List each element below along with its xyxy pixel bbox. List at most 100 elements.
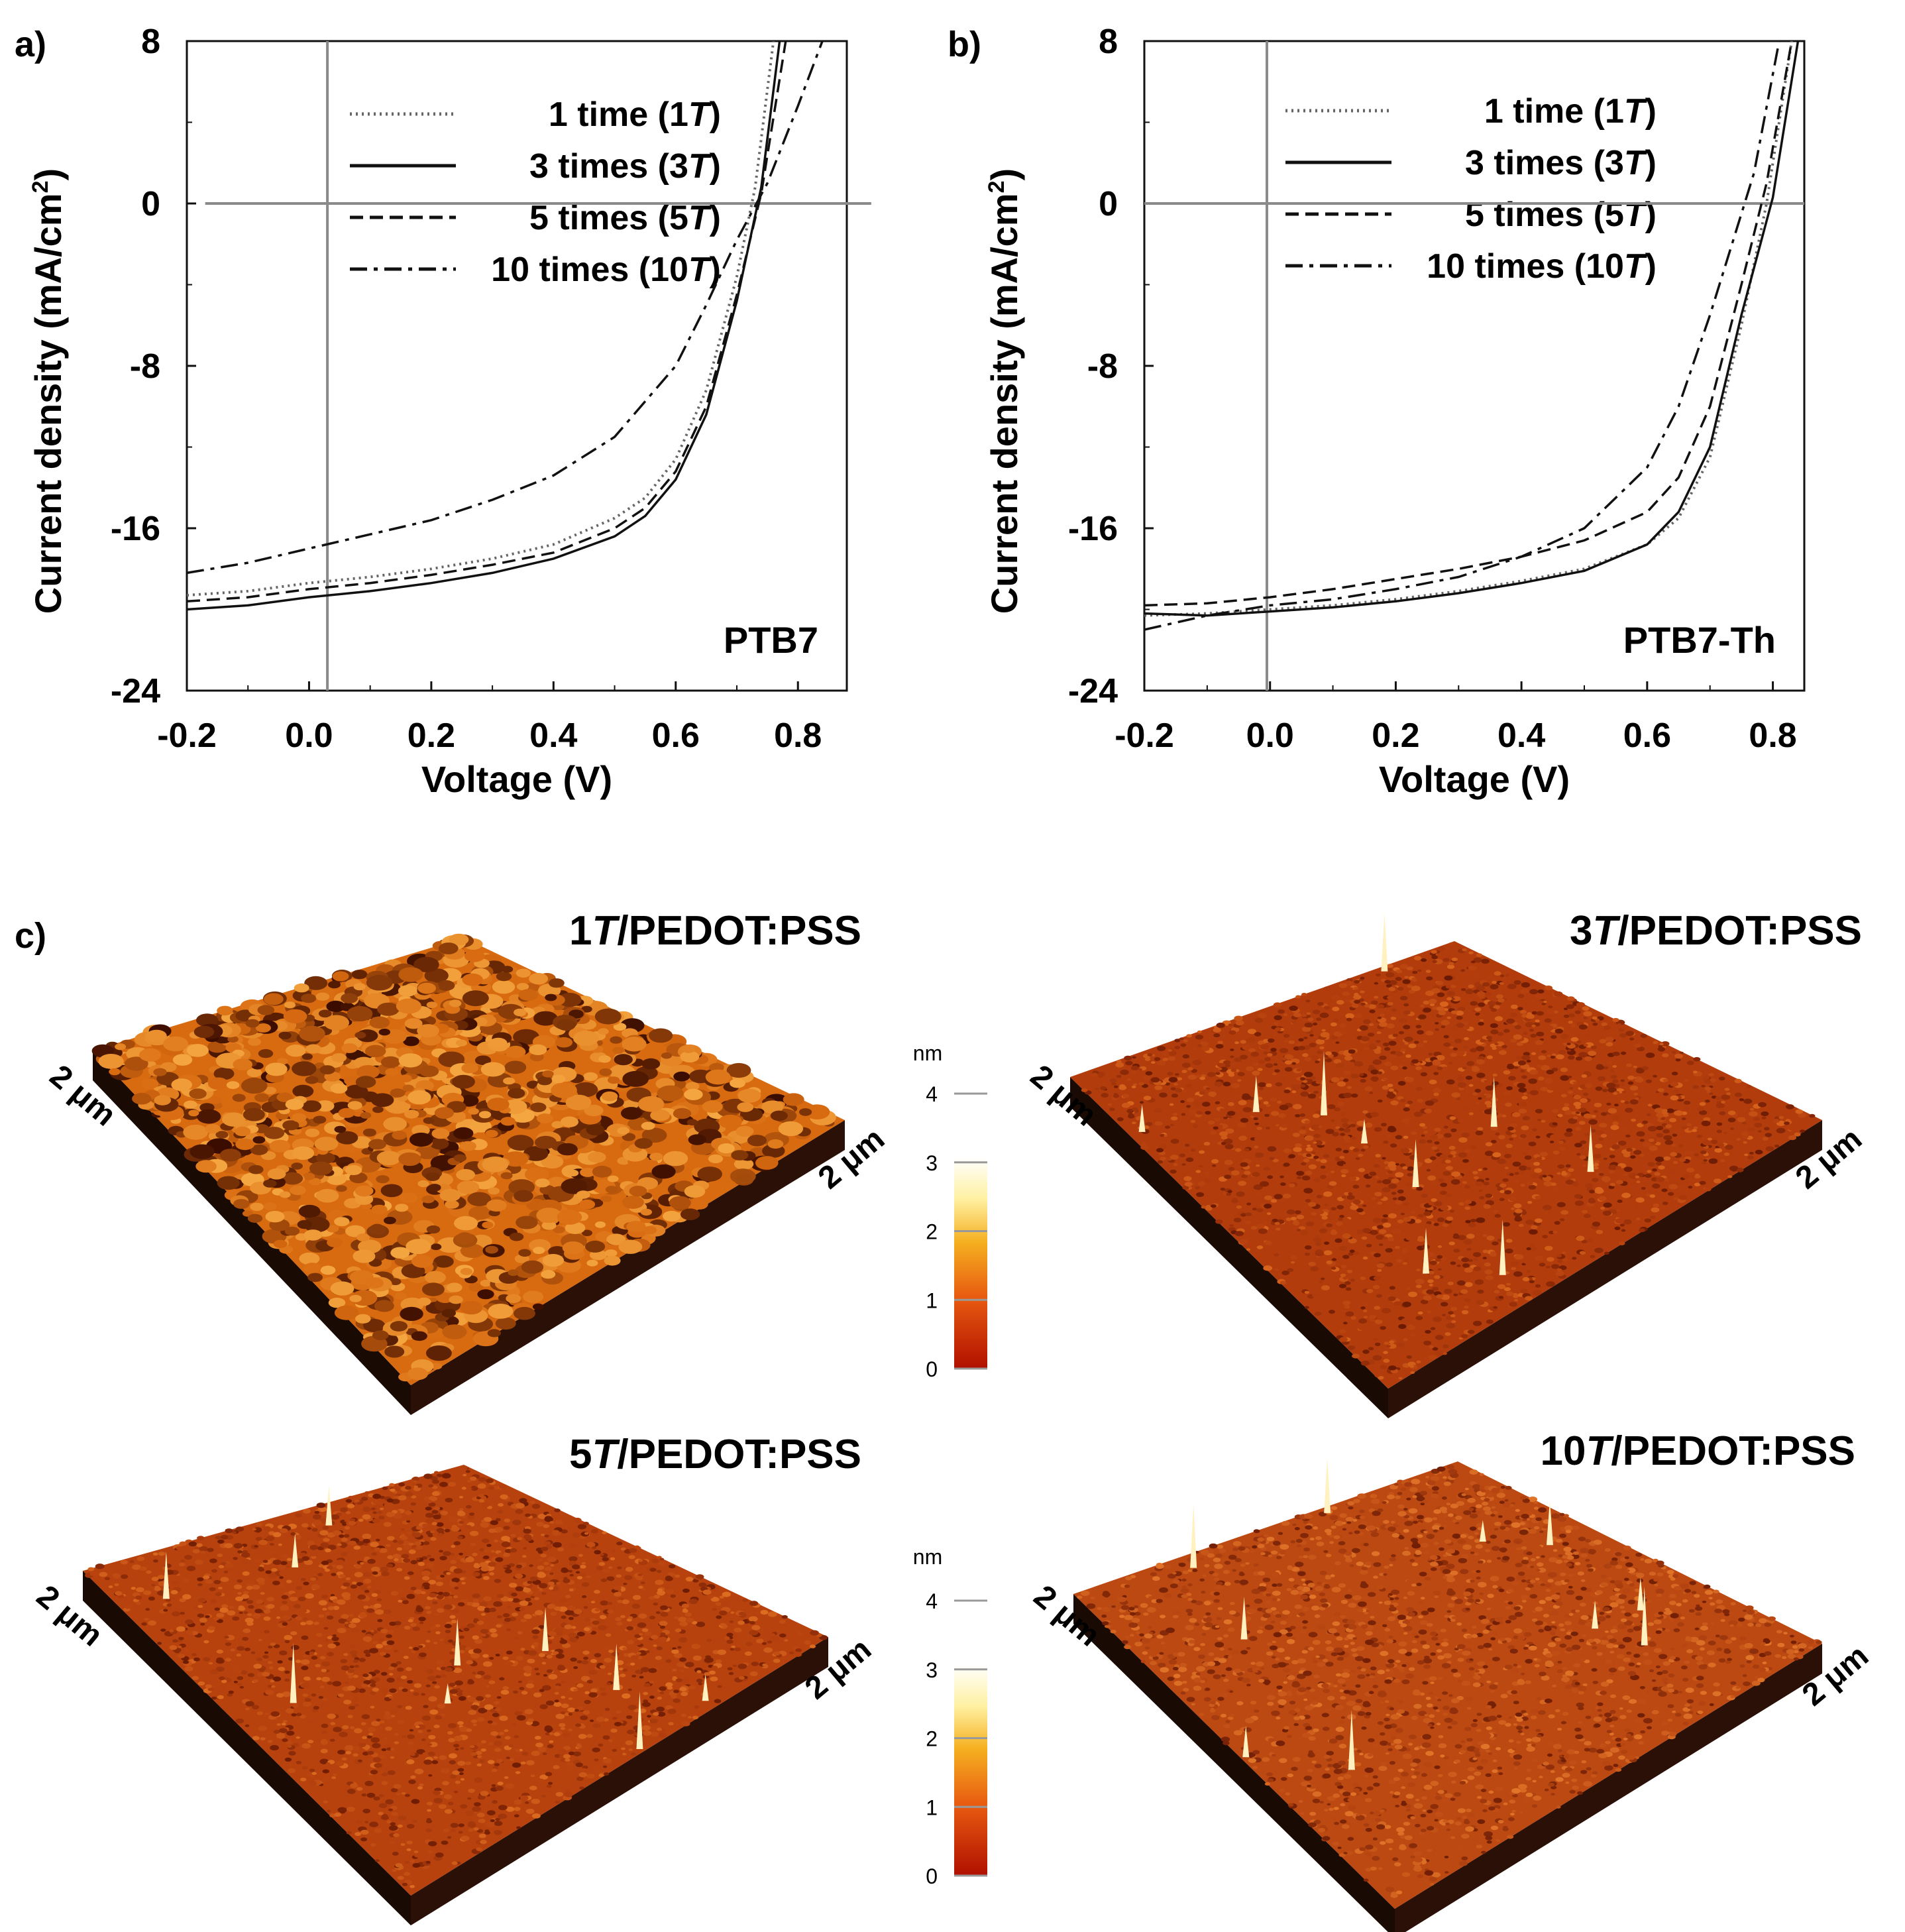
y-tick-labels: -24 -16 -8 0 8 (1068, 23, 1154, 710)
afm-image-10t: 10T/PEDOT:PSS 2 μm 2 μm (1027, 1428, 1875, 1932)
afm-side-wall (83, 1571, 411, 1925)
x-tick-label: 0.2 (1372, 716, 1419, 755)
afm-surface-1t (91, 933, 845, 1415)
afm-spike (454, 1618, 461, 1666)
panel-label-c: c) (15, 916, 46, 956)
afm-spike (325, 1485, 333, 1526)
x-tick-label: 0.0 (285, 716, 333, 755)
afm-texture (91, 933, 836, 1382)
series-line-1 (1144, 40, 1793, 617)
afm-spike (162, 1552, 170, 1599)
legend-label: 1 time (1T) (549, 95, 721, 134)
afm-side-wall (411, 1637, 828, 1925)
plot-frame (186, 40, 848, 692)
afm-image-5t: 5T/PEDOT:PSS 2 μm 2 μm (30, 1432, 878, 1925)
afm-spike (613, 1644, 620, 1690)
height-colorbar-top: nm 0 1 2 3 4 (913, 1041, 987, 1381)
series-line-2 (1144, 40, 1800, 617)
x-tick-label: 0.6 (1623, 716, 1671, 755)
colorbar-tick-label: 0 (926, 1864, 938, 1888)
legend-label: 10 times (10T) (1427, 247, 1657, 286)
colorbar-tick-label: 1 (926, 1288, 938, 1312)
afm-texture (1077, 1457, 1822, 1898)
legend-label: 5 times (5T) (1465, 196, 1657, 234)
y-tick-label: -16 (111, 510, 160, 548)
jv-chart-ptb7-th: b) -24 -16 -8 0 8 -0.2 0.0 0.2 0.4 0.6 0.8 Curren… (948, 23, 1806, 800)
afm-spike (542, 1607, 549, 1652)
afm-title: 10T/PEDOT:PSS (1541, 1428, 1855, 1474)
afm-top-surface (93, 938, 845, 1385)
colorbar-tick-label: 3 (926, 1658, 938, 1682)
afm-spike (1587, 1124, 1594, 1172)
legend-label: 5 times (5T) (529, 199, 721, 237)
x-tick-label: 0.4 (1497, 716, 1545, 755)
series-line-3 (186, 40, 787, 603)
colorbar-tick-label: 0 (926, 1357, 938, 1381)
afm-spike (1499, 1219, 1506, 1275)
afm-spike (636, 1691, 643, 1749)
afm-spike (702, 1674, 709, 1701)
afm-panel: c) 1T/PEDOT:PSS 2 μm 2 μm 3T/PEDOT:PSS 2… (15, 908, 1875, 1932)
colorbar-gradient (954, 1087, 987, 1369)
afm-title: 1T/PEDOT:PSS (569, 908, 861, 954)
x-tick-label: 0.6 (652, 716, 700, 755)
y-tick-label: -8 (1087, 347, 1118, 386)
afm-spike (1252, 1075, 1260, 1112)
afm-spike (290, 1643, 297, 1703)
afm-spike (1320, 1051, 1327, 1115)
colorbar-tick-label: 4 (926, 1589, 938, 1613)
x-tick-labels: -0.2 0.0 0.2 0.4 0.6 0.8 (1115, 681, 1797, 755)
x-axis-title: Voltage (V) (421, 758, 612, 800)
afm-spike (1348, 1710, 1355, 1770)
plot-area (186, 40, 871, 692)
afm-texture (85, 1465, 828, 1888)
x-tick-label: 0.0 (1246, 716, 1294, 755)
x-tick-label: 0.8 (1749, 716, 1796, 755)
plot-frame (1143, 40, 1806, 692)
series-line-4 (1144, 40, 1780, 631)
afm-side-wall (1388, 1120, 1822, 1418)
y-tick-label: -24 (1068, 672, 1118, 710)
afm-spike (1546, 1500, 1553, 1546)
series-line-4 (186, 40, 824, 575)
chart-annotation: PTB7 (724, 619, 818, 661)
y-tick-label: 0 (1099, 185, 1118, 223)
y-tick-label: -16 (1068, 510, 1118, 548)
afm-spike (1479, 1520, 1486, 1542)
chart-annotation: PTB7-Th (1623, 619, 1776, 661)
colorbar-tick-label: 2 (926, 1220, 938, 1244)
colorbar-unit: nm (913, 1041, 942, 1065)
colorbar-gradient (954, 1594, 987, 1876)
legend-label: 3 times (3T) (529, 147, 721, 186)
afm-spike (444, 1683, 451, 1704)
afm-title: 3T/PEDOT:PSS (1570, 908, 1862, 954)
height-colorbar-bottom: nm 0 1 2 3 4 (913, 1545, 987, 1888)
colorbar-ticks: 0 1 2 3 4 (926, 1082, 987, 1381)
afm-image-3t: 3T/PEDOT:PSS 2 μm 2 μm (1024, 908, 1869, 1418)
y-tick-label: 8 (1099, 23, 1118, 61)
x-tick-label: 0.8 (774, 716, 822, 755)
y-tick-label: 8 (141, 23, 160, 61)
afm-spike (1423, 1227, 1430, 1274)
colorbar-tick-label: 2 (926, 1727, 938, 1751)
plot-area (1143, 40, 1806, 692)
afm-surface-3t (1070, 913, 1822, 1418)
afm-spike (1242, 1725, 1250, 1758)
legend-label: 1 time (1T) (1484, 92, 1657, 131)
x-tick-label: 0.2 (408, 716, 455, 755)
y-axis-title: Current density (mA/cm2) (27, 168, 69, 614)
x-axis-title: Voltage (V) (1379, 758, 1570, 800)
afm-spike (1637, 1577, 1644, 1611)
x-tick-label: 0.4 (529, 716, 577, 755)
legend: 1 time (1T) 3 times (3T) 5 times (5T) 10 ti… (350, 95, 721, 289)
x-tick-labels: -0.2 0.0 0.2 0.4 0.6 0.8 (157, 681, 822, 755)
panel-label-b: b) (948, 25, 981, 64)
afm-spike (1360, 1119, 1368, 1144)
afm-spike (1240, 1597, 1248, 1640)
y-axis-title: Current density (mA/cm2) (983, 168, 1025, 614)
afm-image-1t: 1T/PEDOT:PSS 2 μm 2 μm (43, 908, 891, 1415)
afm-side-wall (411, 1120, 845, 1415)
x-tick-label: -0.2 (1115, 716, 1174, 755)
y-tick-label: -24 (111, 672, 160, 710)
